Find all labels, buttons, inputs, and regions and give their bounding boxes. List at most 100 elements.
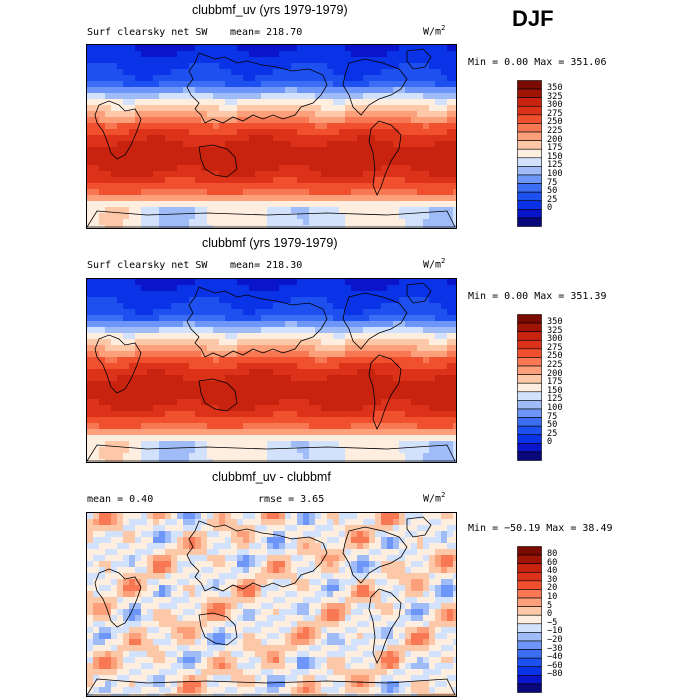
field-cell (93, 87, 100, 94)
field-cell (231, 279, 238, 286)
field-cell (453, 525, 456, 532)
field-cell (279, 117, 286, 124)
field-cell (225, 45, 232, 52)
field-cell (333, 555, 340, 562)
field-cell (363, 369, 370, 376)
field-cell (171, 591, 178, 598)
field-cell (321, 315, 328, 322)
field-cell (429, 171, 436, 178)
field-cell (405, 339, 412, 346)
field-cell (267, 105, 274, 112)
field-cell (153, 207, 160, 214)
field-cell (237, 405, 244, 412)
field-cell (171, 285, 178, 292)
field-cell (225, 411, 232, 418)
field-cell (117, 369, 124, 376)
field-cell (345, 177, 352, 184)
field-cell (123, 537, 130, 544)
field-cell (117, 201, 124, 208)
field-cell (399, 87, 406, 94)
field-cell (171, 597, 178, 604)
field-cell (375, 279, 382, 286)
field-cell (207, 129, 214, 136)
field-cell (273, 147, 280, 154)
field-cell (99, 381, 106, 388)
field-cell (165, 363, 172, 370)
field-cell (177, 309, 184, 316)
field-cell (321, 381, 328, 388)
field-cell (333, 429, 340, 436)
field-cell (447, 129, 454, 136)
field-cell (153, 153, 160, 160)
field-cell (261, 441, 268, 448)
field-cell (273, 363, 280, 370)
field-cell (153, 357, 160, 364)
field-cell (321, 549, 328, 556)
field-cell (153, 201, 160, 208)
field-cell (267, 75, 274, 82)
field-cell (309, 129, 316, 136)
field-cell (105, 297, 112, 304)
field-cell (159, 579, 166, 586)
field-cell (123, 297, 130, 304)
field-cell (273, 291, 280, 298)
field-cell (237, 81, 244, 88)
field-cell (405, 75, 412, 82)
field-cell (117, 291, 124, 298)
field-cell (423, 597, 430, 604)
field-cell (351, 225, 358, 228)
field-cell (129, 51, 136, 58)
field-cell (141, 123, 148, 130)
field-cell (441, 549, 448, 556)
field-cell (297, 81, 304, 88)
field-cell (303, 567, 310, 574)
field-cell (93, 537, 100, 544)
field-cell (453, 381, 456, 388)
field-cell (351, 195, 358, 202)
field-cell (165, 579, 172, 586)
field-cell (261, 531, 268, 538)
field-cell (273, 189, 280, 196)
field-cell (123, 153, 130, 160)
field-cell (453, 561, 456, 568)
field-cell (177, 201, 184, 208)
field-cell (273, 87, 280, 94)
field-cell (261, 321, 268, 328)
field-cell (273, 99, 280, 106)
field-cell (399, 357, 406, 364)
field-cell (399, 201, 406, 208)
field-cell (291, 177, 298, 184)
field-cell (219, 291, 226, 298)
field-cell (255, 93, 262, 100)
field-cell (219, 99, 226, 106)
field-cell (327, 177, 334, 184)
field-cell (345, 519, 352, 526)
field-cell (447, 351, 454, 358)
field-cell (297, 123, 304, 130)
field-cell (189, 435, 196, 442)
field-cell (213, 213, 220, 220)
field-cell (453, 567, 456, 574)
field-cell (201, 123, 208, 130)
field-cell (111, 45, 118, 52)
field-cell (261, 213, 268, 220)
field-cell (243, 597, 250, 604)
field-cell (195, 213, 202, 220)
field-cell (339, 381, 346, 388)
field-cell (357, 387, 364, 394)
field-cell (135, 213, 142, 220)
field-cell (351, 387, 358, 394)
field-cell (297, 429, 304, 436)
field-cell (447, 513, 454, 520)
field-cell (87, 345, 94, 352)
field-cell (177, 549, 184, 556)
field-cell (231, 525, 238, 532)
field-cell (435, 75, 442, 82)
field-cell (303, 357, 310, 364)
field-cell (213, 309, 220, 316)
field-cell (369, 315, 376, 322)
field-cell (381, 51, 388, 58)
field-cell (369, 177, 376, 184)
field-cell (279, 45, 286, 52)
field-cell (357, 537, 364, 544)
